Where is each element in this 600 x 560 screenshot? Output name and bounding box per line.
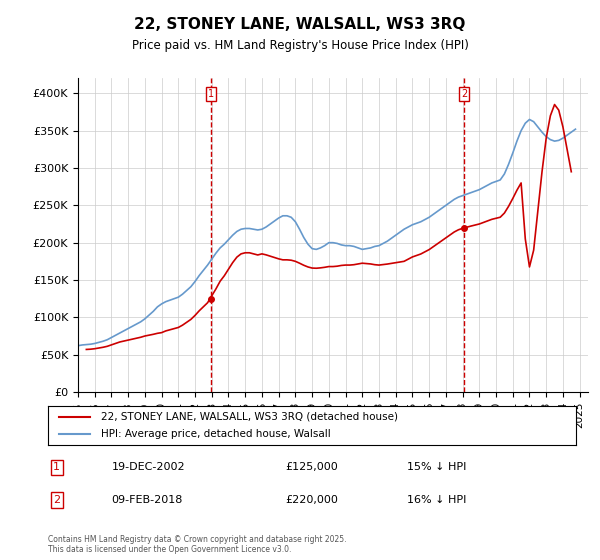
Text: 19-DEC-2002: 19-DEC-2002 [112, 463, 185, 473]
Text: 15% ↓ HPI: 15% ↓ HPI [407, 463, 466, 473]
Text: HPI: Average price, detached house, Walsall: HPI: Average price, detached house, Wals… [101, 429, 331, 439]
Text: 1: 1 [53, 463, 60, 473]
Text: 09-FEB-2018: 09-FEB-2018 [112, 495, 183, 505]
Text: £220,000: £220,000 [286, 495, 338, 505]
Text: £125,000: £125,000 [286, 463, 338, 473]
Text: Price paid vs. HM Land Registry's House Price Index (HPI): Price paid vs. HM Land Registry's House … [131, 39, 469, 52]
Text: 16% ↓ HPI: 16% ↓ HPI [407, 495, 466, 505]
Text: 22, STONEY LANE, WALSALL, WS3 3RQ (detached house): 22, STONEY LANE, WALSALL, WS3 3RQ (detac… [101, 412, 398, 422]
Text: Contains HM Land Registry data © Crown copyright and database right 2025.
This d: Contains HM Land Registry data © Crown c… [48, 535, 347, 554]
Text: 2: 2 [461, 89, 467, 99]
Text: 1: 1 [208, 89, 214, 99]
Text: 2: 2 [53, 495, 61, 505]
Text: 22, STONEY LANE, WALSALL, WS3 3RQ: 22, STONEY LANE, WALSALL, WS3 3RQ [134, 17, 466, 32]
